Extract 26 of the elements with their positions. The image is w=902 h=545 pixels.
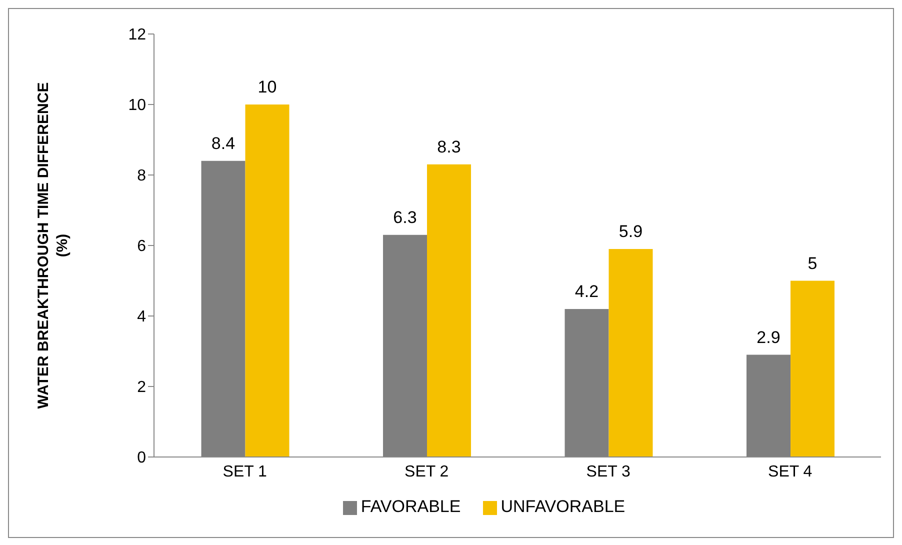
bar — [245, 104, 290, 457]
y-tick-label: 0 — [137, 450, 146, 467]
y-tick-label: 12 — [128, 26, 146, 44]
data-label: 10 — [258, 78, 277, 96]
data-label: 8.3 — [437, 137, 461, 156]
data-label: 5 — [808, 254, 818, 273]
x-tick-label: SET 4 — [768, 463, 812, 480]
legend-label: UNFAVORABLE — [500, 497, 626, 516]
legend-label: FAVORABLE — [360, 497, 461, 516]
x-tick-label: SET 3 — [586, 463, 631, 480]
y-axis-title: WATER BREAKTHROUGH TIME DIFFERENCE (%) — [35, 82, 71, 409]
data-label: 6.3 — [393, 208, 417, 227]
y-tick-label: 6 — [137, 238, 146, 256]
x-tick-label: SET 1 — [222, 463, 268, 480]
bar — [427, 164, 472, 457]
data-label: 4.2 — [574, 282, 599, 301]
y-tick-label: 8 — [137, 168, 146, 185]
y-tick-label: 4 — [137, 308, 146, 326]
y-tick-label: 10 — [128, 97, 146, 114]
bar — [608, 249, 653, 457]
data-label: 2.9 — [756, 328, 780, 347]
data-label: 8.4 — [211, 134, 236, 153]
x-tick-label: SET 2 — [404, 463, 449, 480]
y-tick-label: 2 — [137, 379, 146, 396]
data-label: 5.9 — [618, 222, 643, 242]
bar — [790, 280, 835, 457]
